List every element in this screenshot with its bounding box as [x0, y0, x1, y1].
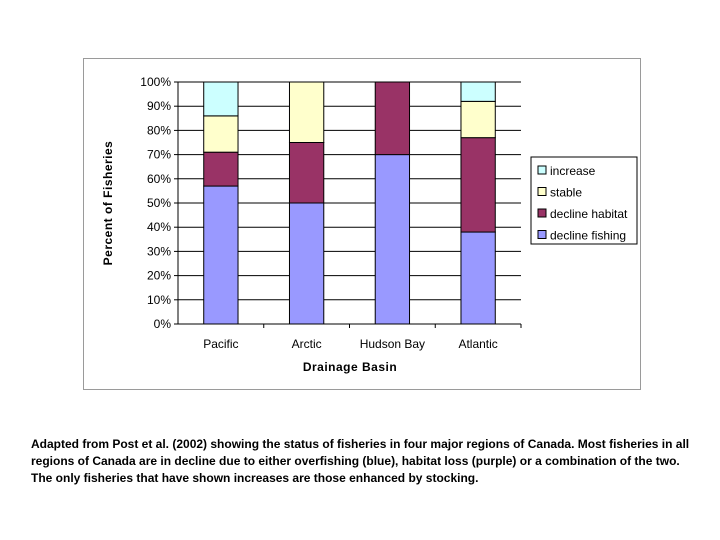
y-tick-label: 0% — [154, 317, 172, 331]
bar-segment-decline-fishing — [203, 185, 239, 325]
legend-swatch — [537, 230, 547, 239]
x-tick-label: Hudson Bay — [360, 337, 425, 351]
x-tick-label: Atlantic — [458, 337, 497, 351]
y-axis-title: Percent of Fisheries — [101, 141, 115, 266]
legend-box — [530, 156, 638, 245]
bar-segment-decline-habitat — [203, 151, 239, 187]
y-tick-label: 20% — [147, 269, 171, 283]
legend-swatch — [537, 208, 547, 218]
bar-segment-decline-fishing — [460, 231, 496, 325]
bar-segment-decline-habitat — [374, 81, 411, 156]
y-tick-label: 80% — [147, 123, 171, 137]
y-tick-label: 70% — [147, 148, 171, 162]
bar-segment-decline-fishing — [288, 202, 325, 325]
x-axis-title: Drainage Basin — [303, 360, 397, 374]
axes: 0% 10% 20% 30% 40% 50% 60% 70% 80% 90% 100% Pacific… — [140, 75, 522, 351]
bar-segment-increase — [203, 81, 239, 117]
y-tick-label: 60% — [147, 172, 171, 186]
bar-segment-decline-fishing — [374, 154, 411, 325]
figure-caption: Adapted from Post et al. (2002) showing … — [31, 437, 690, 485]
bar-segment-stable — [203, 115, 239, 153]
bars — [203, 81, 496, 325]
stacked-bar-chart: 0% 10% 20% 30% 40% 50% 60% 70% 80% 90% 100% Pacific… — [101, 75, 638, 374]
bar-segment-stable — [460, 100, 496, 139]
bar-segment-stable — [288, 81, 325, 143]
y-tick-label: 30% — [147, 244, 171, 258]
y-tick-label: 40% — [147, 220, 171, 234]
y-tick-label: 100% — [140, 75, 171, 89]
legend-swatch — [537, 165, 547, 175]
y-tick-label: 90% — [147, 99, 171, 113]
legend: increase stable decline habitat decline fis… — [530, 156, 638, 245]
bar-segment-increase — [460, 81, 496, 102]
y-tick-label: 50% — [147, 196, 171, 210]
y-tick-label: 10% — [147, 293, 171, 307]
legend-label: increase — [550, 164, 596, 178]
legend-label: decline fishing — [550, 229, 626, 243]
bar-segment-decline-habitat — [460, 137, 496, 233]
legend-label: decline habitat — [550, 207, 628, 221]
x-tick-label: Arctic — [292, 337, 322, 351]
legend-label: stable — [550, 186, 582, 200]
x-tick-label: Pacific — [203, 337, 238, 351]
bar-segment-decline-habitat — [288, 142, 325, 204]
legend-swatch — [537, 187, 547, 196]
chart-frame: 0% 10% 20% 30% 40% 50% 60% 70% 80% 90% 100% Pacific… — [83, 58, 641, 390]
